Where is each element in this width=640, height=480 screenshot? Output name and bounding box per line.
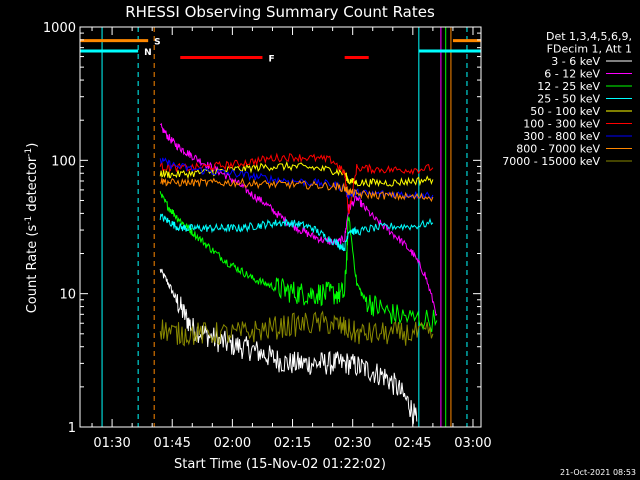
plot-area: SN F [80, 27, 481, 427]
y-tick-label: 1000 [43, 21, 76, 36]
legend-label: 6 - 12 keV [544, 68, 600, 81]
x-tick-label: 02:15 [274, 436, 311, 451]
y-tick-label: 1 [68, 421, 76, 436]
x-axis-label: Start Time (15-Nov-02 01:22:02) [174, 457, 386, 472]
y-tick-label: 10 [59, 288, 76, 303]
legend-label: 7000 - 15000 keV [502, 155, 600, 168]
series-line-7 [160, 177, 434, 203]
x-tick-label: 02:00 [214, 436, 251, 451]
x-tick-label: 02:45 [394, 436, 431, 451]
legend-label: 300 - 800 keV [523, 130, 600, 143]
chart-title: RHESSI Observing Summary Count Rates [125, 3, 435, 21]
plot-frame [79, 26, 482, 428]
legend-label: 25 - 50 keV [537, 93, 600, 106]
timestamp: 21-Oct-2021 08:53 [560, 468, 636, 477]
series-line-4 [159, 160, 434, 188]
legend-label: 3 - 6 keV [551, 55, 600, 68]
x-tick-label: 02:30 [334, 436, 371, 451]
legend-header-line: FDecim 1, Att 1 [547, 43, 632, 56]
flag-label-S: S [154, 38, 160, 48]
series-line-3 [159, 213, 434, 252]
series-line-8 [159, 310, 434, 347]
legend-label: 12 - 25 keV [537, 80, 600, 93]
series-line-1 [160, 122, 438, 317]
series-line-5 [159, 152, 434, 214]
y-tick-label: 100 [51, 154, 76, 169]
flag-label-F: F [268, 55, 274, 65]
axes: 1 10 100 1000 01:30 01:45 02:00 02:15 02:30 02:45… [43, 21, 492, 451]
legend-label: 50 - 100 keV [530, 105, 600, 118]
y-axis-label: Count Rate (s-1 detector-1) [24, 143, 40, 314]
series-line-2 [159, 191, 438, 333]
legend-label: 100 - 300 keV [523, 118, 600, 131]
legend-header-line: Det 1,3,4,5,6,9, [546, 30, 632, 43]
flag-label-N: N [144, 48, 152, 58]
x-tick-label: 01:45 [153, 436, 190, 451]
legend: Det 1,3,4,5,6,9,FDecim 1, Att 13 - 6 keV… [502, 30, 632, 168]
x-tick-label: 03:00 [454, 436, 491, 451]
legend-label: 800 - 7000 keV [516, 143, 600, 156]
x-tick-label: 01:30 [93, 436, 130, 451]
